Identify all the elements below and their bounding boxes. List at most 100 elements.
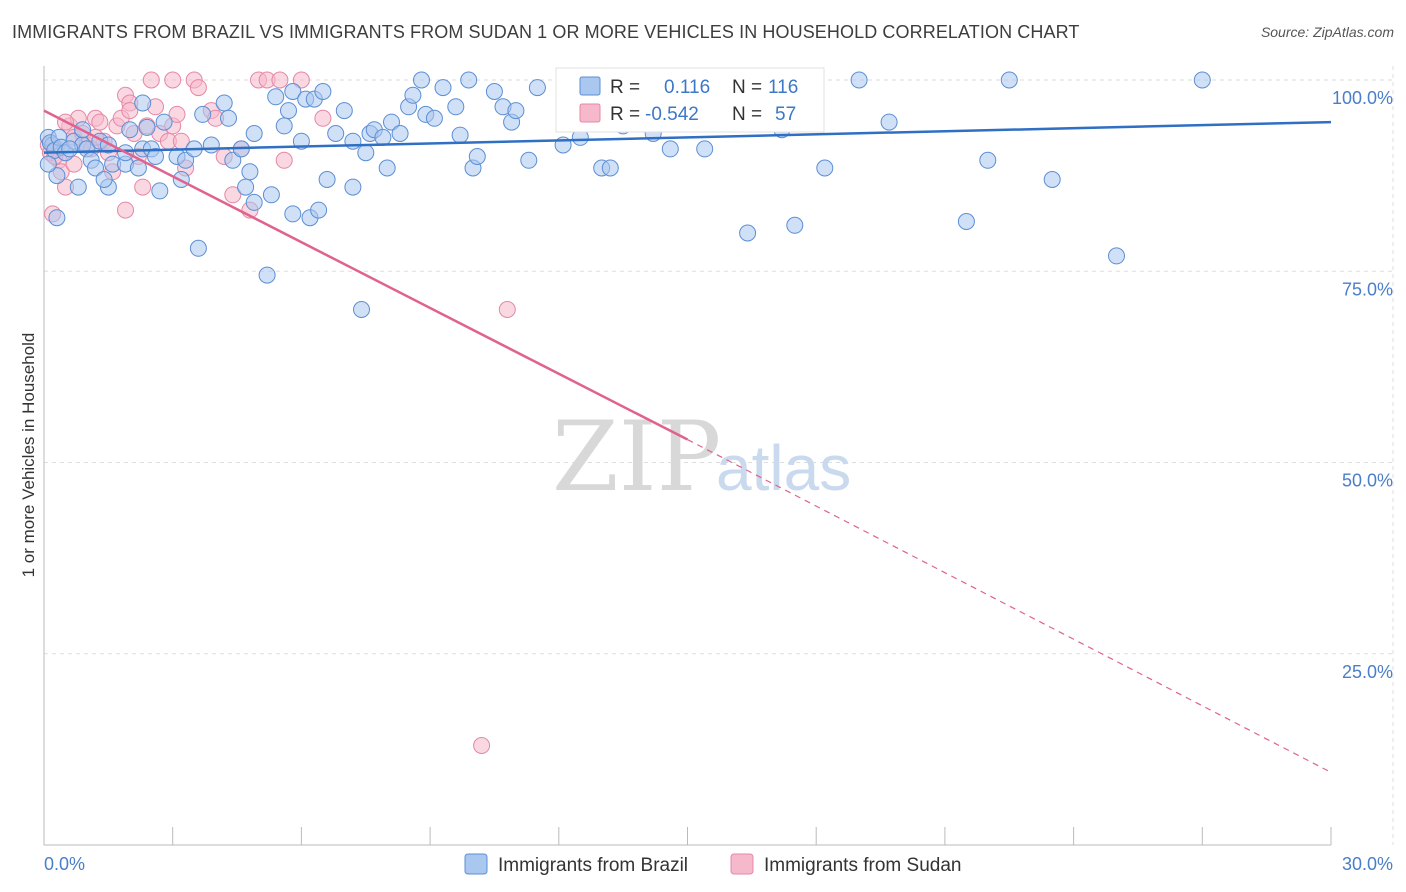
legend-swatch-brazil xyxy=(579,76,601,96)
data-point xyxy=(142,71,160,89)
data-point xyxy=(147,148,164,165)
data-point xyxy=(164,71,182,89)
data-point xyxy=(237,178,255,196)
data-point xyxy=(816,159,834,177)
data-point xyxy=(262,186,280,204)
data-point xyxy=(850,71,868,89)
data-point xyxy=(284,83,302,100)
data-point xyxy=(357,144,375,162)
brazil-trendline xyxy=(43,120,1332,154)
axes xyxy=(43,66,1332,846)
data-point xyxy=(284,205,302,223)
y-tick-label: 75.0% xyxy=(1342,279,1393,299)
series-legend: Immigrants from Brazil Immigrants from S… xyxy=(464,853,961,876)
legend-sudan-r-label: R = xyxy=(610,104,640,125)
data-point xyxy=(318,171,336,188)
data-point xyxy=(61,140,79,158)
data-point xyxy=(880,113,898,131)
data-point xyxy=(391,125,409,142)
data-point xyxy=(245,193,263,211)
data-point xyxy=(121,121,139,139)
chart-title: IMMIGRANTS FROM BRAZIL VS IMMIGRANTS FRO… xyxy=(12,22,1080,42)
data-point xyxy=(155,113,173,131)
data-point xyxy=(189,79,207,97)
legend-sudan-n-label: N = xyxy=(732,104,762,125)
data-point xyxy=(310,201,328,219)
data-point xyxy=(87,159,104,177)
legend-brazil-n-label: N = xyxy=(732,77,762,98)
data-point xyxy=(413,71,430,89)
data-point xyxy=(292,132,310,150)
data-point xyxy=(374,128,392,146)
legend-sudan-r-value: -0.542 xyxy=(645,104,699,125)
data-point xyxy=(353,301,370,318)
data-point xyxy=(601,159,619,177)
data-point xyxy=(498,301,516,318)
data-point xyxy=(979,151,997,169)
data-point xyxy=(151,182,169,200)
data-point xyxy=(275,117,293,135)
data-point xyxy=(224,151,242,169)
watermark-atlas: atlas xyxy=(716,432,851,504)
sudan-points xyxy=(39,71,516,754)
data-point xyxy=(451,126,469,144)
legend-sudan-n-value: 57 xyxy=(775,104,796,125)
data-point xyxy=(194,105,212,123)
data-point xyxy=(177,151,195,169)
data-point xyxy=(404,86,422,104)
source-label: Source: ZipAtlas.com xyxy=(1260,24,1394,40)
data-point xyxy=(485,83,503,100)
data-point xyxy=(314,109,332,127)
legend-brazil-n-value: 116 xyxy=(768,77,798,98)
data-point xyxy=(1193,71,1211,89)
legend-box xyxy=(555,67,825,133)
sudan-trendline xyxy=(43,109,689,441)
bottom-legend-sudan: Immigrants from Sudan xyxy=(764,855,961,876)
data-point xyxy=(1108,247,1125,265)
y-axis-label: 1 or more Vehicles in Household xyxy=(19,333,38,578)
data-point xyxy=(121,102,139,120)
data-point xyxy=(138,118,156,136)
x-tick-min: 0.0% xyxy=(44,854,85,874)
data-point xyxy=(189,239,207,257)
data-point xyxy=(378,159,396,177)
y-tick-labels: 25.0% 50.0% 75.0% 100.0% xyxy=(1332,88,1393,682)
data-point xyxy=(95,171,113,188)
legend-brazil-r-value: 0.116 xyxy=(664,77,710,98)
data-point xyxy=(267,88,285,106)
data-point xyxy=(447,98,465,116)
data-point xyxy=(39,155,57,173)
data-point xyxy=(258,266,276,284)
data-point xyxy=(425,109,443,127)
data-point xyxy=(314,83,332,100)
data-point xyxy=(69,178,87,196)
data-point xyxy=(48,167,66,185)
data-point xyxy=(460,71,478,89)
data-point xyxy=(48,209,66,227)
y-tick-label: 50.0% xyxy=(1342,471,1393,491)
y-tick-label: 100.0% xyxy=(1332,88,1393,108)
data-point xyxy=(117,201,134,219)
data-point xyxy=(327,125,345,142)
data-point xyxy=(434,79,452,97)
bottom-legend-swatch-sudan xyxy=(730,853,754,875)
bottom-legend-swatch-brazil xyxy=(464,853,488,875)
data-point xyxy=(224,186,242,204)
data-point xyxy=(507,102,525,120)
data-point xyxy=(957,213,975,230)
data-point xyxy=(661,140,679,158)
data-point xyxy=(528,79,546,97)
data-point xyxy=(241,163,259,181)
data-point xyxy=(344,178,362,196)
bottom-legend-brazil: Immigrants from Brazil xyxy=(498,855,688,876)
data-point xyxy=(245,125,263,142)
data-point xyxy=(1043,171,1061,188)
data-point xyxy=(134,178,152,196)
data-point xyxy=(696,140,714,158)
data-point xyxy=(275,151,293,169)
data-point xyxy=(335,102,353,120)
data-point xyxy=(202,136,220,154)
data-point xyxy=(168,105,186,123)
data-point xyxy=(739,224,757,242)
